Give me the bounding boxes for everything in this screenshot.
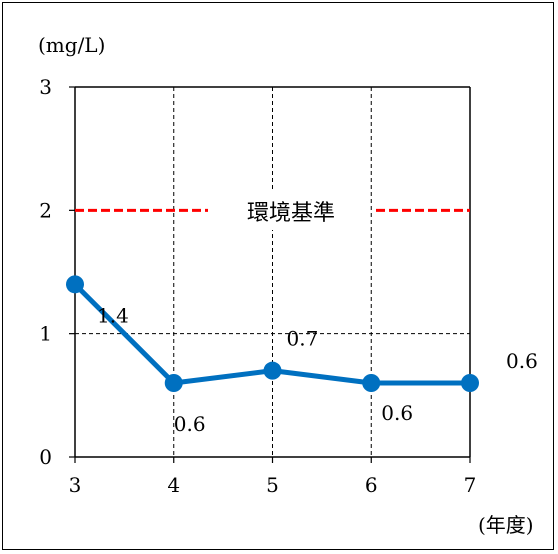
- x-tick-label-7: 7: [464, 473, 477, 497]
- x-tick-label-3: 3: [69, 473, 82, 497]
- x-tick-label-4: 4: [167, 473, 180, 497]
- reference-line-label: 環境基準: [247, 201, 335, 226]
- data-label-5: 0.7: [287, 327, 319, 351]
- data-label-6: 0.6: [381, 401, 413, 425]
- data-point-3: [66, 275, 84, 294]
- data-label-4: 0.6: [174, 412, 206, 436]
- y-unit-label: (mg/L): [38, 33, 105, 57]
- y-tick-label-3: 3: [39, 75, 52, 99]
- reference-label-background: [218, 190, 370, 230]
- data-label-7: 0.6: [506, 349, 538, 373]
- data-point-5: [263, 361, 282, 380]
- y-tick-label-2: 2: [39, 198, 52, 222]
- series-layer: [66, 275, 479, 392]
- label-layer: 1.4 0.6 0.7 0.6 0.6: [97, 303, 538, 436]
- y-tick-label-0: 0: [39, 445, 52, 469]
- x-tick-label-5: 5: [266, 473, 279, 497]
- x-unit-label: (年度): [478, 513, 534, 537]
- chart-frame: [2, 2, 554, 550]
- data-point-4: [164, 374, 183, 392]
- data-label-3: 1.4: [97, 303, 129, 327]
- data-point-6: [362, 374, 381, 392]
- data-point-7: [461, 374, 479, 392]
- grid-layer: 0 1 2 3 3 4 5 6 7: [39, 75, 476, 497]
- reference-line-layer: [75, 190, 470, 230]
- x-tick-label-6: 6: [365, 473, 378, 497]
- y-tick-label-1: 1: [39, 322, 52, 346]
